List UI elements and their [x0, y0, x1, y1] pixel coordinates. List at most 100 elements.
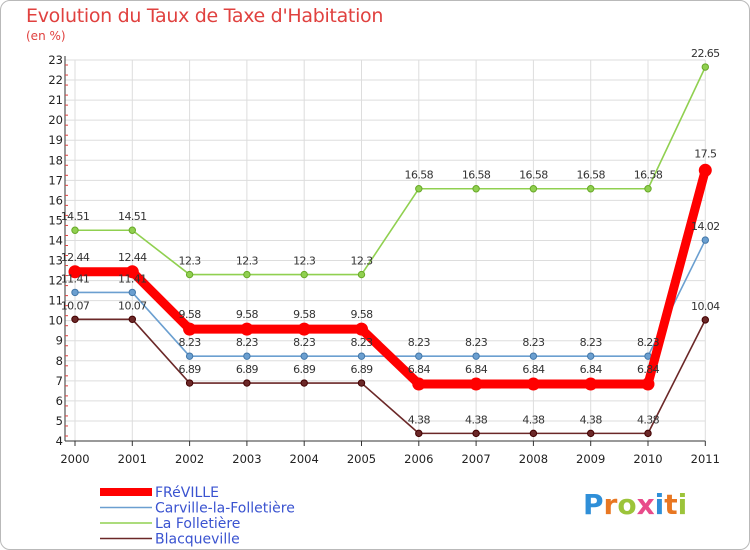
series-point-0: [584, 377, 598, 391]
data-label: 8.23: [179, 336, 202, 349]
data-label: 12.3: [236, 255, 259, 268]
data-label: 10.04: [691, 300, 720, 313]
data-label: 16.58: [462, 169, 491, 182]
data-label: 17.5: [694, 147, 717, 160]
y-tick-label: 10: [48, 314, 63, 328]
series-point-3: [185, 379, 194, 387]
series-point-1: [529, 352, 538, 360]
y-tick-label: 20: [48, 113, 63, 127]
chart-title: Evolution du Taux de Taxe d'Habitation: [26, 5, 384, 27]
y-tick-label: 12: [48, 274, 63, 288]
series-point-2: [243, 270, 251, 279]
x-tick-label: 2008: [519, 452, 548, 466]
x-tick-label: 2002: [175, 452, 204, 466]
data-label: 6.84: [465, 363, 488, 376]
series-line-3: [74, 318, 707, 435]
data-label: 8.23: [580, 336, 603, 349]
logo-letter: r: [603, 488, 618, 521]
y-tick-label: 23: [48, 53, 63, 67]
x-tick-label: 2007: [461, 452, 490, 466]
series-point-1: [701, 236, 709, 244]
data-label: 4.38: [522, 413, 545, 426]
data-label: 14.51: [118, 210, 147, 223]
data-label: 10.07: [118, 299, 147, 312]
chart-subtitle: (en %): [26, 29, 66, 43]
series-line-1: [74, 239, 707, 357]
data-label: 8.23: [236, 336, 259, 349]
x-tick-label: 2011: [691, 452, 720, 466]
logo-letter: t: [664, 488, 678, 521]
y-tick-label: 11: [48, 294, 63, 308]
data-label: 6.84: [580, 363, 603, 376]
series-point-2: [300, 270, 308, 279]
data-label: 6.89: [293, 363, 316, 376]
logo-letter: x: [636, 488, 655, 521]
series-point-0: [355, 322, 368, 336]
data-label: 8.23: [465, 336, 488, 349]
axis-layer: 4 5 6 7 8 9 10 11 12 13 14 15 16 17 18 19 20 21 22 23 2000 20…: [48, 53, 720, 466]
series-point-0: [240, 322, 254, 336]
series-point-1: [243, 352, 251, 360]
y-tick-label: 7: [56, 374, 63, 388]
data-label: 11.41: [61, 272, 90, 285]
data-label: 12.3: [293, 255, 316, 268]
y-tick-label: 21: [48, 93, 63, 107]
x-tick-label: 2000: [60, 452, 89, 466]
series-point-2: [71, 226, 79, 234]
series-point-0: [125, 265, 139, 279]
x-tick-label: 2006: [404, 452, 433, 466]
data-label: 6.89: [179, 363, 202, 376]
series-point-1: [71, 288, 79, 297]
legend-label: Carville-la-Folletière: [155, 501, 295, 517]
data-label: 4.38: [580, 413, 603, 426]
series-point-0: [469, 377, 483, 391]
y-tick-label: 9: [56, 334, 63, 348]
data-label: 8.23: [637, 336, 660, 349]
series-point-0: [641, 377, 655, 391]
data-label: 8.23: [522, 336, 545, 349]
series-point-1: [587, 352, 595, 360]
series-point-3: [300, 379, 308, 387]
series-point-2: [185, 270, 194, 279]
series-point-2: [128, 226, 137, 234]
legend-label: La Folletière: [155, 516, 240, 532]
logo-letter: i: [677, 488, 688, 521]
series-point-3: [472, 429, 480, 438]
data-label: 8.23: [408, 336, 431, 349]
series-point-2: [587, 185, 595, 193]
data-label: 9.58: [236, 308, 259, 321]
data-label: 16.58: [405, 169, 434, 182]
data-label: 16.58: [576, 169, 605, 182]
data-label: 16.58: [634, 169, 663, 182]
series-point-3: [529, 429, 538, 438]
series-point-1: [300, 352, 308, 360]
series-point-1: [128, 288, 137, 297]
data-label: 22.65: [691, 47, 720, 60]
x-tick-label: 2001: [118, 452, 147, 466]
y-tick-label: 8: [56, 354, 63, 368]
x-tick-label: 2010: [633, 452, 662, 466]
data-label: 4.38: [465, 413, 488, 426]
series-point-0: [183, 322, 197, 336]
series-layer: [68, 63, 712, 438]
series-point-0: [698, 163, 712, 177]
series-point-3: [701, 316, 709, 324]
series-line-0: [70, 165, 710, 389]
series-point-3: [243, 379, 251, 387]
y-tick-label: 18: [48, 153, 63, 167]
y-tick-label: 5: [56, 414, 63, 428]
y-tick-label: 22: [48, 73, 63, 87]
series-point-3: [128, 315, 137, 323]
x-tick-label: 2005: [347, 452, 376, 466]
data-label: 6.89: [350, 363, 373, 376]
x-tick-label: 2009: [576, 452, 605, 466]
x-tick-label: 2004: [290, 452, 319, 466]
data-label: 6.84: [522, 363, 545, 376]
data-label: 12.44: [118, 251, 147, 264]
data-label: 8.23: [350, 336, 373, 349]
series-point-2: [357, 270, 366, 279]
series-point-3: [357, 379, 366, 387]
logo-letter: i: [654, 488, 665, 521]
data-label: 12.3: [350, 255, 373, 268]
